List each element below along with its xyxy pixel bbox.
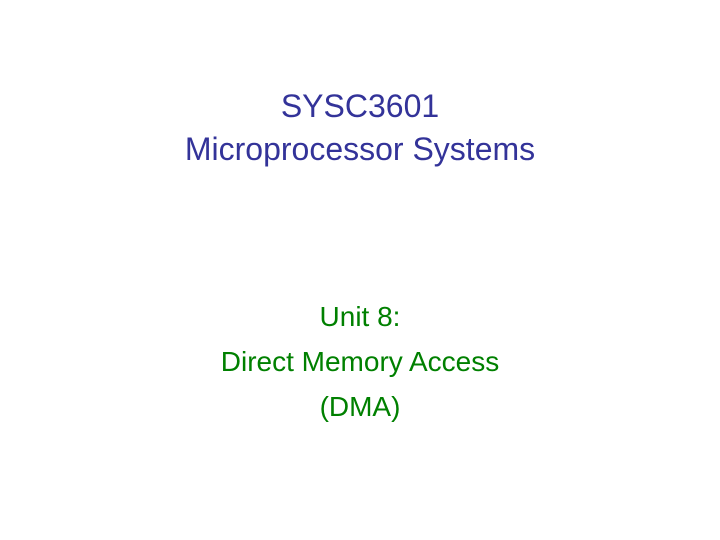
slide: SYSC3601 Microprocessor Systems Unit 8: …: [0, 0, 720, 540]
title-block: SYSC3601 Microprocessor Systems: [0, 85, 720, 171]
course-name: Microprocessor Systems: [0, 128, 720, 171]
unit-abbrev: (DMA): [0, 385, 720, 430]
unit-number: Unit 8:: [0, 295, 720, 340]
course-code: SYSC3601: [0, 85, 720, 128]
unit-title: Direct Memory Access: [0, 340, 720, 385]
subtitle-block: Unit 8: Direct Memory Access (DMA): [0, 295, 720, 429]
